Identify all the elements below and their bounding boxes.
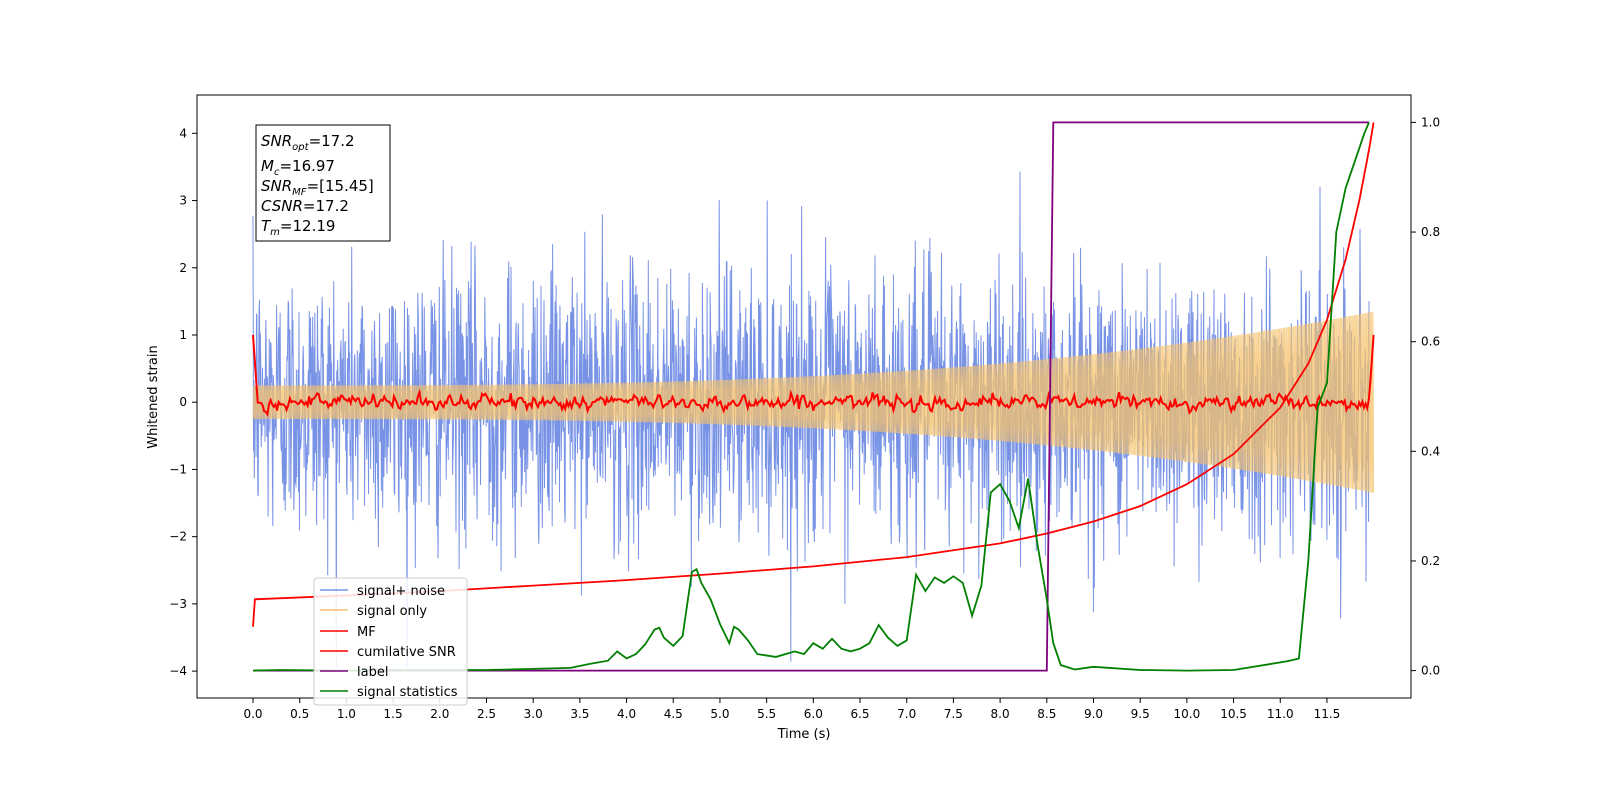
x-tick-label: 11.5 (1314, 707, 1341, 721)
x-tick-label: 2.0 (430, 707, 449, 721)
info-mc: Mc=16.97 (261, 157, 335, 178)
info-snr-mf: SNRMF=[15.45] (261, 177, 374, 198)
right-tick-label: 0.2 (1421, 554, 1440, 568)
right-tick-label: 0.8 (1421, 225, 1440, 239)
right-axis-ticks: 1.0 0.8 0.6 0.4 0.2 0.0 (1411, 115, 1440, 678)
y-tick-label: 2 (179, 261, 187, 275)
plot-frame (196, 94, 1412, 699)
x-tick-label: 9.0 (1084, 707, 1103, 721)
svg-text:signal statistics: signal statistics (357, 685, 458, 700)
x-tick-label: 2.5 (477, 707, 496, 721)
x-axis-ticks: 0.0 0.5 1.0 1.5 2.0 2.5 3.0 3.5 4.0 4.5 5.0 5.5 6.0 6… (243, 698, 1340, 721)
plot-series (252, 121, 1375, 672)
legend-item-mf: MF (320, 625, 376, 640)
x-tick-label: 1.0 (337, 707, 356, 721)
y-tick-label: 4 (179, 126, 187, 140)
x-tick-label: 4.5 (664, 707, 683, 721)
y-tick-label: −1 (169, 462, 187, 476)
info-csnr: CSNR=17.2 (261, 197, 349, 215)
svg-text:label: label (357, 665, 388, 680)
y-axis-label: Whitened strain (146, 345, 161, 448)
right-tick-label: 1.0 (1421, 115, 1440, 129)
x-axis-label: Time (s) (777, 727, 831, 742)
x-tick-label: 10.5 (1220, 707, 1247, 721)
y-tick-label: 3 (179, 194, 187, 208)
legend-item-label: label (320, 665, 388, 680)
right-tick-label: 0.0 (1421, 664, 1440, 678)
y-tick-label: −3 (169, 597, 187, 611)
legend-item-cumulative-snr: cumilative SNR (320, 645, 456, 660)
info-tm: Tm=12.19 (261, 217, 335, 238)
x-tick-label: 5.0 (710, 707, 729, 721)
info-snr-opt: SNRopt=17.2 (261, 132, 355, 153)
x-tick-label: 7.5 (944, 707, 963, 721)
x-tick-label: 8.5 (1037, 707, 1056, 721)
svg-text:signal only: signal only (357, 604, 427, 619)
right-tick-label: 0.6 (1421, 335, 1440, 349)
x-tick-label: 6.0 (804, 707, 823, 721)
legend-item-signal-noise: signal+ noise (320, 584, 445, 599)
x-tick-label: 7.0 (897, 707, 916, 721)
x-tick-label: 8.0 (991, 707, 1010, 721)
series-mf (252, 334, 1375, 417)
y-axis-ticks: 4 3 2 1 0 −1 −2 −3 −4 (169, 126, 197, 678)
series-label (253, 121, 1369, 672)
x-tick-label: 6.5 (850, 707, 869, 721)
svg-text:cumilative SNR: cumilative SNR (357, 645, 456, 660)
x-tick-label: 5.5 (757, 707, 776, 721)
x-tick-label: 11.0 (1267, 707, 1294, 721)
svg-text:MF: MF (357, 625, 376, 640)
x-tick-label: 0.0 (243, 707, 262, 721)
x-tick-label: 4.0 (617, 707, 636, 721)
y-tick-label: −2 (169, 530, 187, 544)
series-cumulative-snr (252, 122, 1375, 627)
x-tick-label: 9.5 (1131, 707, 1150, 721)
x-tick-label: 3.0 (524, 707, 543, 721)
x-tick-label: 10.0 (1174, 707, 1201, 721)
y-tick-label: −4 (169, 664, 187, 678)
series-signal-only (252, 311, 1375, 494)
legend-item-signal-only: signal only (320, 604, 427, 619)
x-tick-label: 0.5 (290, 707, 309, 721)
y-tick-label: 1 (179, 328, 187, 342)
info-box: SNRopt=17.2 Mc=16.97 SNRMF=[15.45] CSNR=… (255, 124, 391, 242)
legend-item-signal-statistics: signal statistics (320, 685, 458, 700)
legend: signal+ noise signal only MF cumilative … (313, 577, 468, 706)
x-tick-label: 3.5 (570, 707, 589, 721)
x-tick-label: 1.5 (384, 707, 403, 721)
right-tick-label: 0.4 (1421, 444, 1440, 458)
svg-text:signal+ noise: signal+ noise (357, 584, 445, 599)
y-tick-label: 0 (179, 395, 187, 409)
series-signal-statistics (252, 122, 1370, 672)
